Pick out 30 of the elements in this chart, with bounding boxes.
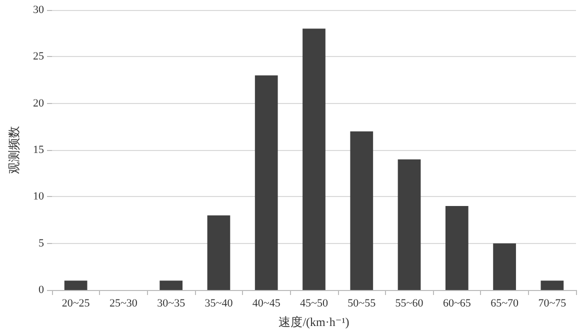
x-tick-label: 45~50 <box>300 298 328 310</box>
y-tick-label: 15 <box>33 144 44 156</box>
bar <box>398 159 421 290</box>
x-tick-label: 40~45 <box>252 298 281 310</box>
y-tick-label: 30 <box>33 4 44 16</box>
bar <box>445 206 468 290</box>
y-tick-label: 0 <box>38 284 44 296</box>
x-tick-label: 50~55 <box>348 298 376 310</box>
y-tick-label: 25 <box>33 50 44 63</box>
y-axis-title: 观测频数 <box>7 126 21 174</box>
bar <box>493 243 516 290</box>
x-tick-label: 35~40 <box>204 298 234 310</box>
x-tick-label: 60~65 <box>442 298 472 310</box>
bar <box>302 28 326 290</box>
bar <box>350 131 374 290</box>
bar <box>540 280 564 290</box>
y-tick-label: 20 <box>33 97 44 110</box>
x-tick-label: 55~60 <box>395 298 424 310</box>
x-tick-label: 65~70 <box>490 298 520 310</box>
bar <box>64 280 88 290</box>
x-tick-label: 20~25 <box>62 298 90 310</box>
bar <box>254 75 278 290</box>
y-tick-label: 5 <box>38 237 44 250</box>
x-tick-label: 25~30 <box>109 298 138 310</box>
bar <box>160 280 183 290</box>
x-axis-title: 速度/(km·h⁻¹) <box>278 315 350 329</box>
bar <box>207 215 230 290</box>
x-tick-label: 70~75 <box>538 298 567 310</box>
y-tick-label: 10 <box>33 190 44 203</box>
x-tick-label: 30~35 <box>157 298 186 310</box>
